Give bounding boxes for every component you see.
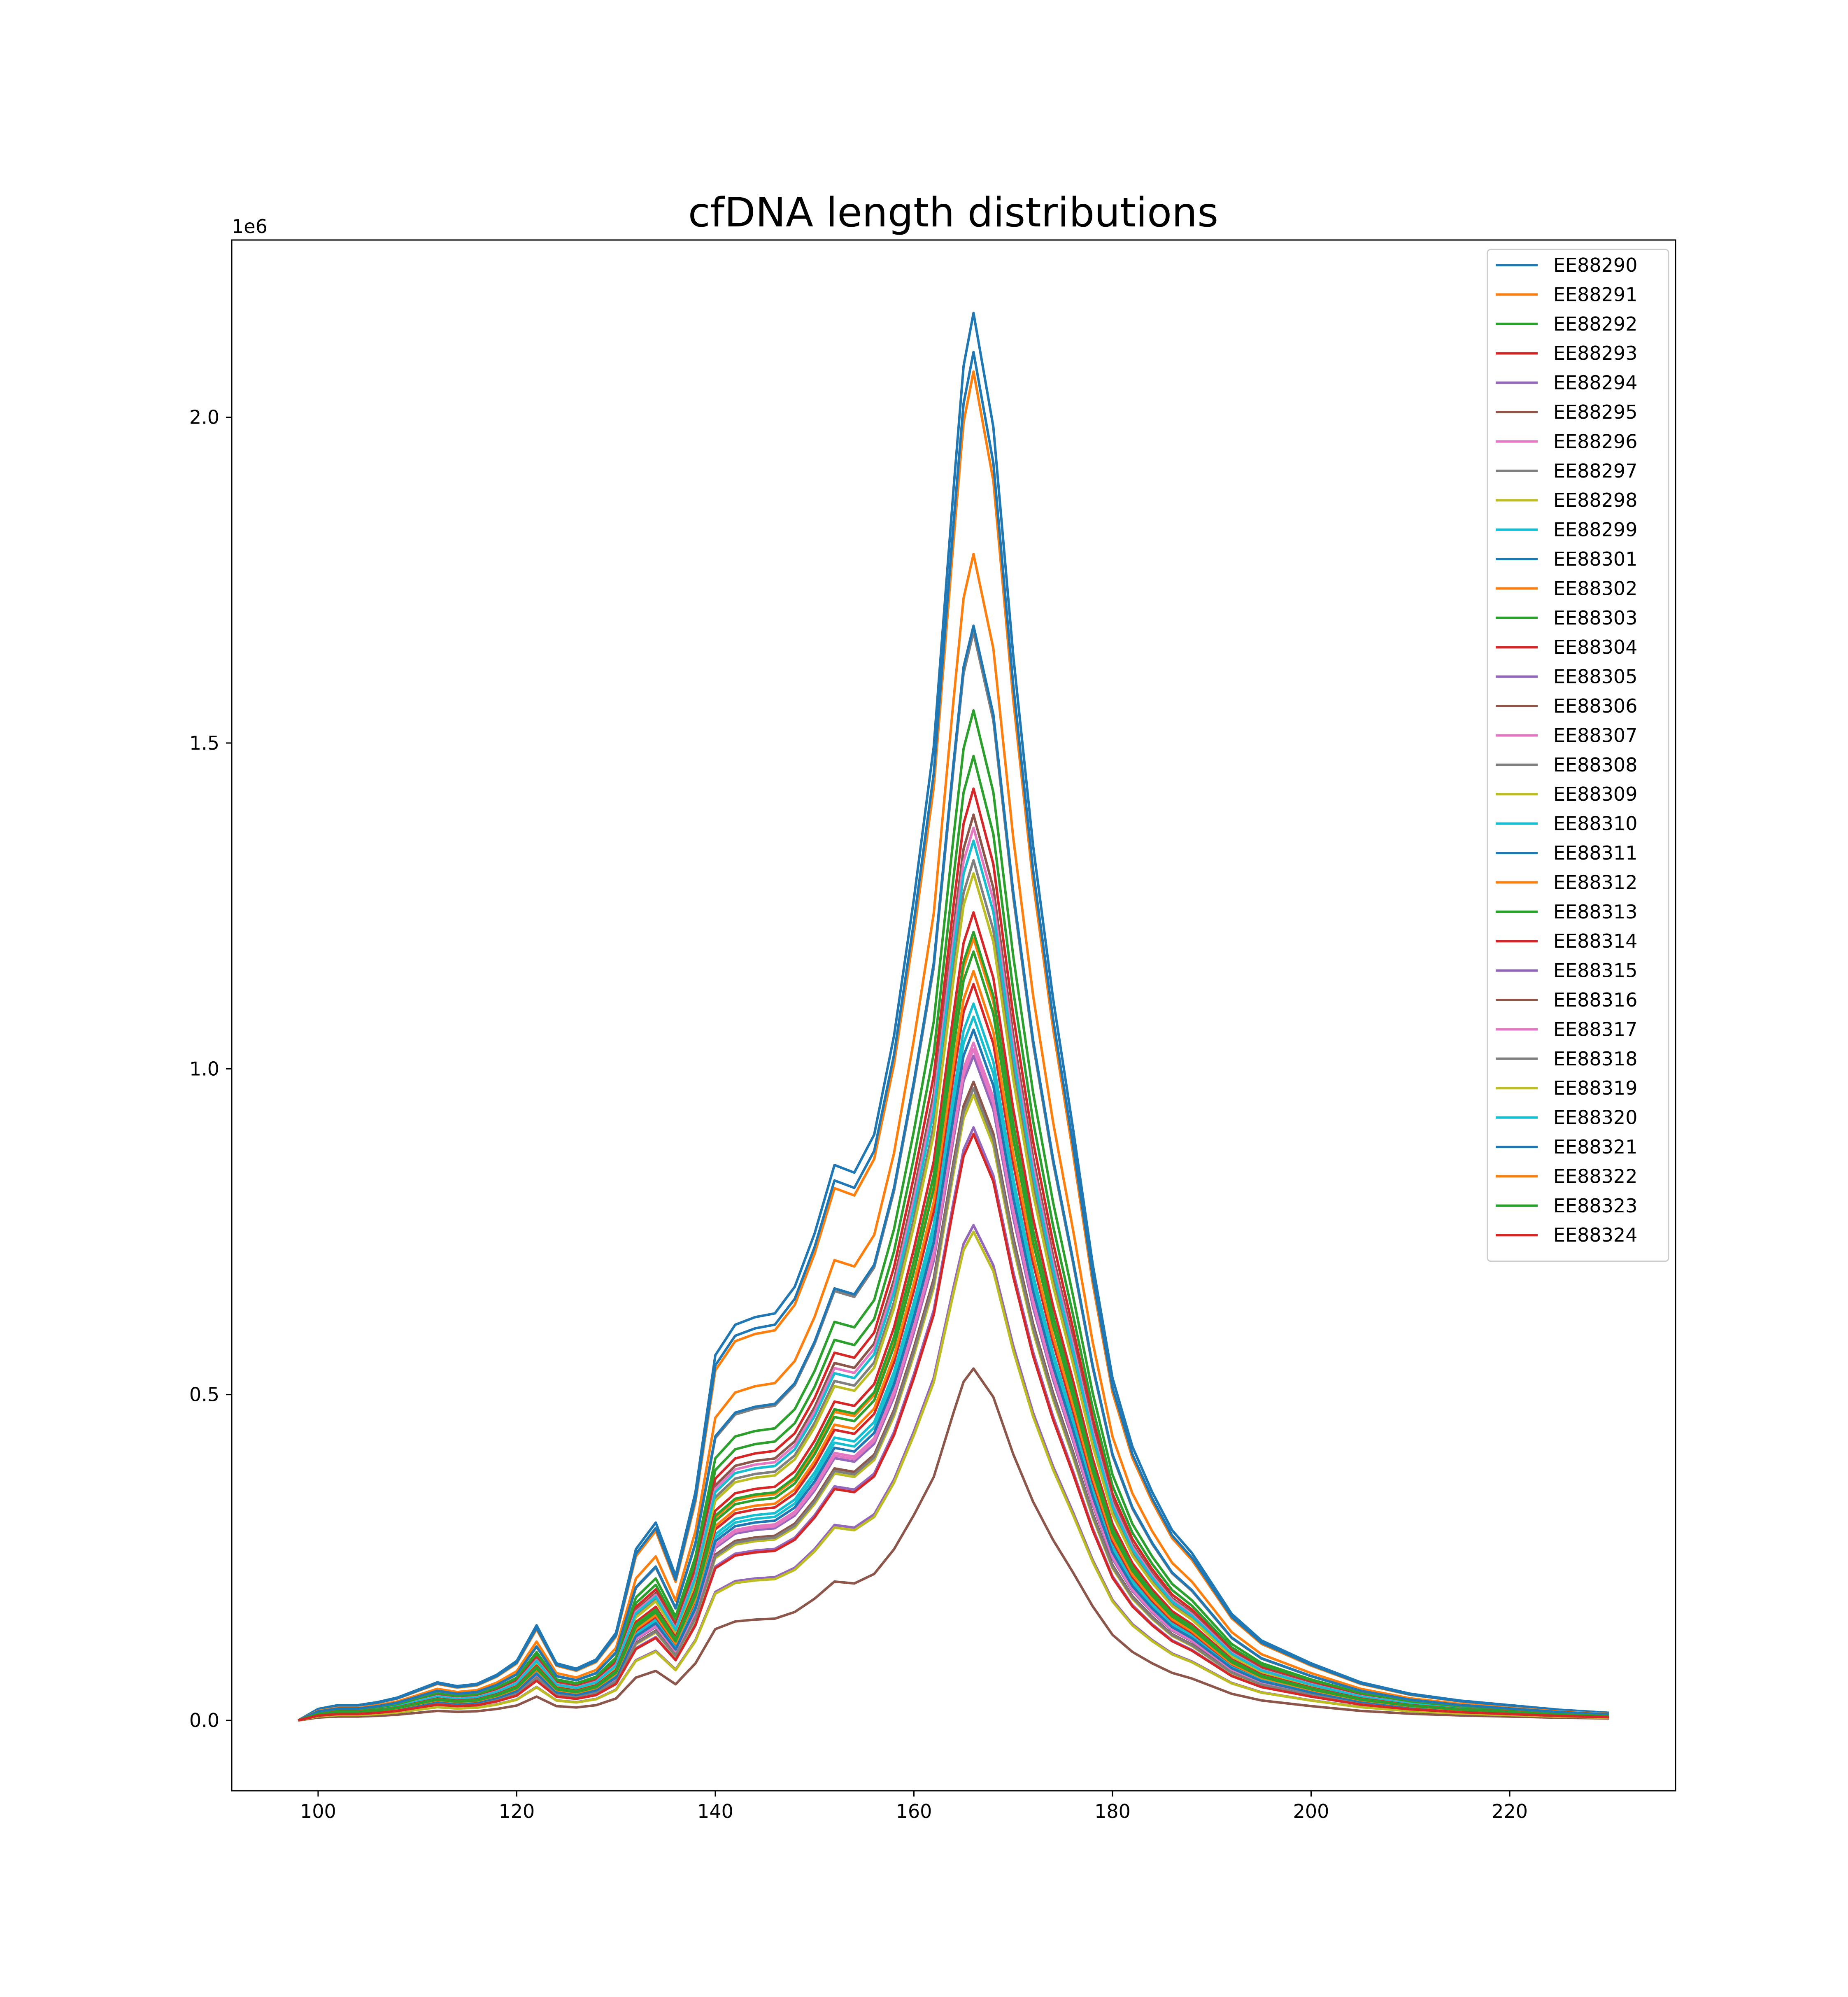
- y-tick-label: 1.0: [189, 1058, 219, 1080]
- legend-label-EE88321: EE88321: [1553, 1136, 1637, 1158]
- series-line-EE88324: [298, 1132, 1609, 1722]
- legend-label-EE88308: EE88308: [1553, 754, 1637, 776]
- legend-label-EE88292: EE88292: [1553, 313, 1637, 335]
- legend-label-EE88299: EE88299: [1553, 519, 1637, 541]
- legend-label-EE88291: EE88291: [1553, 283, 1637, 305]
- series-line-EE88301: [298, 351, 1609, 1722]
- legend-label-EE88309: EE88309: [1553, 783, 1637, 805]
- legend-label-EE88290: EE88290: [1553, 254, 1637, 276]
- plot-lines: [298, 312, 1609, 1722]
- legend-label-EE88322: EE88322: [1553, 1165, 1637, 1187]
- x-axis: 100 120 140 160 180 200 220: [300, 1791, 1528, 1822]
- legend-label-EE88297: EE88297: [1553, 460, 1637, 482]
- y-axis-offset-label: 1e6: [232, 215, 268, 238]
- legend-label-EE88293: EE88293: [1553, 342, 1637, 364]
- legend-label-EE88318: EE88318: [1553, 1048, 1637, 1070]
- legend-label-EE88323: EE88323: [1553, 1195, 1637, 1217]
- legend-box: [1487, 249, 1669, 1262]
- x-tick-label: 200: [1293, 1800, 1329, 1822]
- series-line-EE88306: [298, 1367, 1609, 1722]
- legend-label-EE88312: EE88312: [1553, 871, 1637, 893]
- legend-label-EE88303: EE88303: [1553, 607, 1637, 629]
- legend-label-EE88307: EE88307: [1553, 724, 1637, 746]
- legend-label-EE88304: EE88304: [1553, 636, 1637, 658]
- y-tick-label: 0.0: [189, 1709, 219, 1731]
- x-tick-label: 180: [1094, 1800, 1131, 1822]
- legend-label-EE88301: EE88301: [1553, 548, 1637, 570]
- legend-label-EE88310: EE88310: [1553, 813, 1637, 835]
- series-line-EE88299: [298, 839, 1609, 1722]
- legend: EE88290 EE88291 EE88292 EE88293 EE88294 EE882…: [1487, 249, 1669, 1262]
- legend-label-EE88319: EE88319: [1553, 1077, 1637, 1099]
- x-tick-label: 140: [697, 1800, 733, 1822]
- series-line-EE88311: [298, 624, 1609, 1722]
- series-line-EE88302: [298, 552, 1609, 1722]
- legend-label-EE88315: EE88315: [1553, 960, 1637, 982]
- x-tick-label: 220: [1492, 1800, 1528, 1822]
- legend-label-EE88306: EE88306: [1553, 695, 1637, 717]
- series-line-EE88319: [298, 1230, 1609, 1722]
- legend-label-EE88320: EE88320: [1553, 1107, 1637, 1129]
- y-tick-label: 1.5: [189, 732, 219, 754]
- chart-title: cfDNA length distributions: [688, 189, 1218, 236]
- legend-label-EE88324: EE88324: [1553, 1224, 1637, 1246]
- y-tick-label: 2.0: [189, 406, 219, 429]
- y-tick-label: 0.5: [189, 1384, 219, 1406]
- series-line-EE88321: [298, 1028, 1609, 1722]
- axes-frame: [231, 239, 1676, 1792]
- legend-label-EE88313: EE88313: [1553, 901, 1637, 923]
- x-tick-label: 100: [300, 1800, 336, 1822]
- x-tick-label: 120: [499, 1800, 535, 1822]
- legend-label-EE88294: EE88294: [1553, 372, 1637, 394]
- y-axis: 0.0 0.5 1.0 1.5 2.0: [189, 406, 232, 1731]
- legend-label-EE88317: EE88317: [1553, 1018, 1637, 1040]
- legend-label-EE88311: EE88311: [1553, 842, 1637, 864]
- legend-label-EE88314: EE88314: [1553, 930, 1637, 952]
- series-line-EE88303: [298, 709, 1609, 1722]
- series-line-EE88323: [298, 950, 1609, 1722]
- legend-label-EE88296: EE88296: [1553, 430, 1637, 452]
- legend-label-EE88305: EE88305: [1553, 666, 1637, 688]
- legend-label-EE88302: EE88302: [1553, 577, 1637, 599]
- x-tick-label: 160: [896, 1800, 932, 1822]
- legend-label-EE88295: EE88295: [1553, 401, 1637, 423]
- legend-label-EE88298: EE88298: [1553, 489, 1637, 511]
- legend-label-EE88316: EE88316: [1553, 989, 1637, 1011]
- series-line-EE88318: [298, 1087, 1609, 1722]
